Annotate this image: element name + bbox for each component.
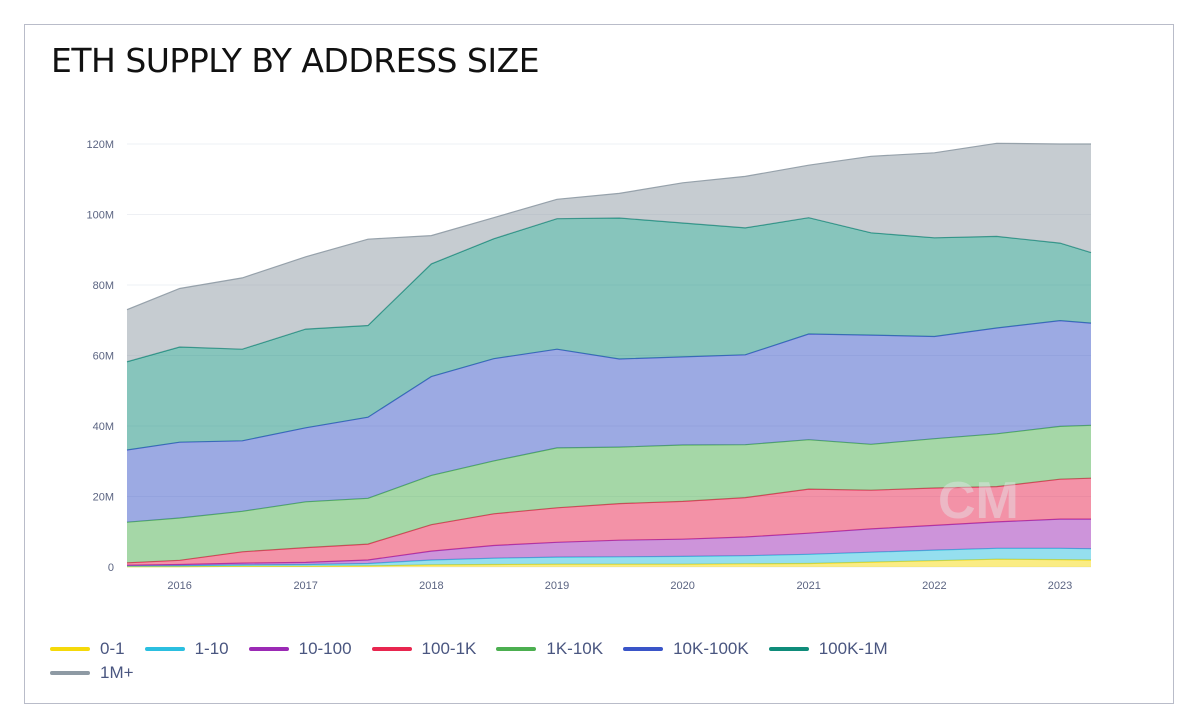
x-tick-label: 2017 — [293, 580, 317, 592]
x-tick-label: 2016 — [167, 580, 191, 592]
legend-swatch — [50, 671, 90, 675]
legend-item-10-100[interactable]: 10-100 — [248, 639, 352, 658]
x-tick-label: 2018 — [419, 580, 443, 592]
legend-item-100k-1m[interactable]: 100K-1M — [768, 639, 888, 658]
chart-title: ETH SUPPLY BY ADDRESS SIZE — [51, 41, 540, 80]
x-tick-label: 2022 — [922, 580, 946, 592]
legend-label: 100-1K — [421, 639, 477, 658]
y-tick-label: 120M — [86, 139, 114, 151]
legend-swatch — [144, 647, 185, 651]
x-tick-label: 2020 — [670, 580, 694, 592]
y-tick-label: 100M — [86, 210, 114, 222]
watermark: CM — [938, 472, 1019, 530]
legend-swatch — [50, 647, 90, 651]
legend-swatch — [768, 647, 809, 651]
legend-item-100-1k[interactable]: 100-1K — [371, 639, 477, 658]
area-1mplus — [127, 143, 1091, 362]
y-tick-label: 20M — [93, 492, 114, 504]
area-10k-100k — [127, 320, 1091, 523]
legend-item-1k-10k[interactable]: 1K-10K — [496, 639, 604, 658]
line-1mplus — [126, 142, 1091, 311]
x-tick-label: 2023 — [1048, 580, 1072, 592]
legend-label: 10-100 — [298, 639, 352, 658]
legend-swatch — [496, 647, 537, 651]
legend-swatch — [371, 647, 412, 651]
y-tick-label: 40M — [93, 421, 114, 433]
legend-label: 100K-1M — [818, 639, 888, 658]
area-100k-1m — [127, 217, 1091, 450]
area-1k-10k — [127, 425, 1091, 563]
legend-item-1-10[interactable]: 1-10 — [144, 639, 229, 658]
y-tick-label: 0 — [108, 562, 114, 574]
y-tick-label: 80M — [93, 280, 114, 292]
chart-legend: 0-1 1-10 10-100 100-1K 1K-10K 10K-100K 100K-1M… — [50, 639, 1010, 682]
area-1-10 — [127, 548, 1091, 567]
y-tick-label: 60M — [93, 351, 114, 363]
legend-label: 1K-10K — [546, 639, 604, 658]
legend-label: 0-1 — [100, 639, 125, 658]
x-axis: 2016 2017 2018 2019 2020 2021 2022 2023 — [167, 580, 1072, 592]
area-100-1k — [127, 478, 1091, 566]
stacked-areas — [126, 142, 1092, 568]
legend-label: 1M+ — [100, 663, 134, 682]
legend-item-1mplus[interactable]: 1M+ — [50, 663, 134, 682]
y-axis: 0 20M 40M 60M 80M 100M 120M — [86, 139, 114, 574]
legend-label: 1-10 — [194, 639, 229, 658]
x-tick-label: 2021 — [796, 580, 820, 592]
legend-label: 10K-100K — [673, 639, 749, 658]
legend-item-0-1[interactable]: 0-1 — [50, 639, 125, 658]
legend-swatch — [623, 647, 664, 651]
legend-swatch — [248, 647, 289, 651]
area-0-1 — [127, 559, 1091, 567]
x-tick-label: 2019 — [545, 580, 569, 592]
legend-item-10k-100k[interactable]: 10K-100K — [623, 639, 749, 658]
